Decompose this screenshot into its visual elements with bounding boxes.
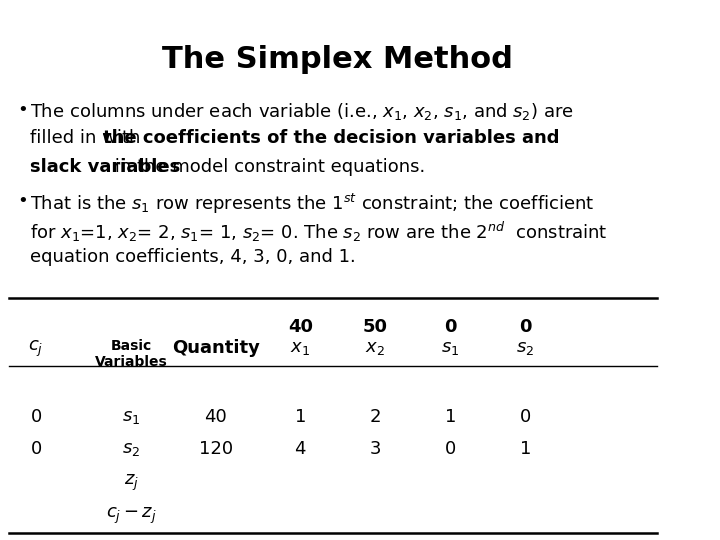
Text: equation coefficients, 4, 3, 0, and 1.: equation coefficients, 4, 3, 0, and 1. (30, 248, 356, 266)
Text: Quantity: Quantity (172, 339, 260, 357)
Text: $c_j - z_j$: $c_j - z_j$ (106, 506, 157, 526)
Text: 0: 0 (520, 408, 531, 426)
Text: •: • (17, 101, 27, 119)
Text: 1: 1 (445, 408, 456, 426)
Text: 40: 40 (204, 408, 228, 426)
Text: $s_2$: $s_2$ (516, 339, 534, 357)
Text: 40: 40 (288, 319, 312, 336)
Text: $s_1$: $s_1$ (122, 408, 140, 426)
Text: $x_1$: $x_1$ (290, 339, 310, 357)
Text: $0$: $0$ (30, 440, 42, 458)
Text: $s_2$: $s_2$ (122, 440, 140, 458)
Text: $0$: $0$ (30, 408, 42, 426)
Text: Basic
Variables: Basic Variables (95, 339, 168, 369)
Text: the coefficients of the decision variables and: the coefficients of the decision variabl… (103, 130, 559, 147)
Text: 4: 4 (294, 440, 306, 458)
Text: The Simplex Method: The Simplex Method (162, 45, 513, 73)
Text: 3: 3 (369, 440, 381, 458)
Text: 1: 1 (294, 408, 306, 426)
Text: •: • (17, 192, 27, 210)
Text: 2: 2 (369, 408, 381, 426)
Text: 120: 120 (199, 440, 233, 458)
Text: 50: 50 (363, 319, 388, 336)
Text: 0: 0 (444, 319, 456, 336)
Text: $x_2$: $x_2$ (365, 339, 385, 357)
Text: 1: 1 (520, 440, 531, 458)
Text: The columns under each variable (i.e., $x_1$, $x_2$, $s_1$, and $s_2$) are: The columns under each variable (i.e., $… (30, 101, 574, 122)
Text: for $x_1$=1, $x_2$= 2, $s_1$= 1, $s_2$= 0. The $s_2$ row are the 2$^{nd}$  const: for $x_1$=1, $x_2$= 2, $s_1$= 1, $s_2$= … (30, 220, 608, 245)
Text: 0: 0 (519, 319, 531, 336)
Text: $s_1$: $s_1$ (441, 339, 459, 357)
Text: 0: 0 (445, 440, 456, 458)
Text: in the model constraint equations.: in the model constraint equations. (109, 158, 425, 176)
Text: That is the $s_1$ row represents the 1$^{st}$ constraint; the coefficient: That is the $s_1$ row represents the 1$^… (30, 192, 595, 216)
Text: slack variables: slack variables (30, 158, 180, 176)
Text: filled in with: filled in with (30, 130, 146, 147)
Text: $c_j$: $c_j$ (28, 339, 43, 360)
Text: $z_j$: $z_j$ (124, 473, 139, 493)
